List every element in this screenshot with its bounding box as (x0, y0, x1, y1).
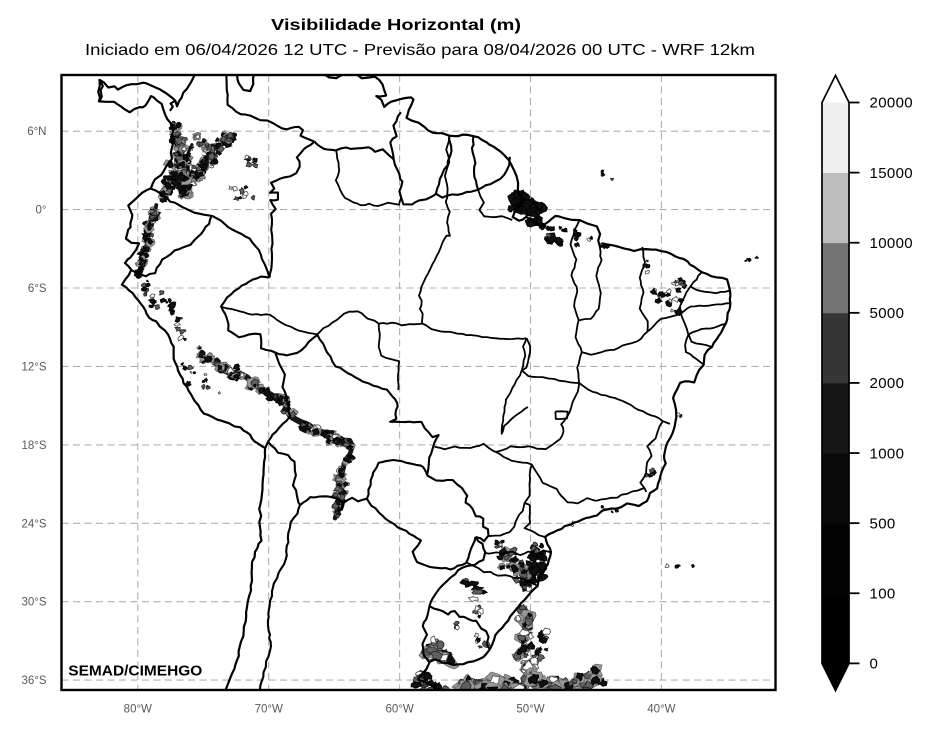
svg-text:12°S: 12°S (21, 361, 46, 373)
svg-text:80°W: 80°W (124, 704, 152, 716)
svg-text:1000: 1000 (870, 445, 905, 462)
svg-text:60°W: 60°W (385, 704, 413, 716)
svg-text:0: 0 (870, 656, 879, 673)
svg-text:15000: 15000 (870, 165, 913, 182)
svg-text:100: 100 (870, 585, 896, 602)
svg-text:SEMAD/CIMEHGO: SEMAD/CIMEHGO (68, 664, 202, 680)
svg-text:10000: 10000 (870, 235, 913, 252)
svg-text:50°W: 50°W (516, 704, 544, 716)
svg-text:Iniciado em 06/04/2026 12 UTC: Iniciado em 06/04/2026 12 UTC - Previsão… (85, 42, 755, 59)
svg-text:Visibilidade Horizontal (m): Visibilidade Horizontal (m) (271, 17, 521, 34)
svg-text:36°S: 36°S (21, 675, 46, 687)
svg-text:5000: 5000 (870, 305, 905, 322)
svg-text:18°S: 18°S (21, 440, 46, 452)
svg-text:6°N: 6°N (27, 126, 46, 138)
svg-text:24°S: 24°S (21, 518, 46, 530)
svg-text:0°: 0° (36, 205, 47, 217)
svg-text:40°W: 40°W (647, 704, 675, 716)
svg-text:6°S: 6°S (28, 283, 47, 295)
svg-text:500: 500 (870, 515, 896, 532)
svg-text:2000: 2000 (870, 375, 905, 392)
svg-text:30°S: 30°S (21, 597, 46, 609)
svg-text:20000: 20000 (870, 95, 913, 112)
svg-text:70°W: 70°W (255, 704, 283, 716)
